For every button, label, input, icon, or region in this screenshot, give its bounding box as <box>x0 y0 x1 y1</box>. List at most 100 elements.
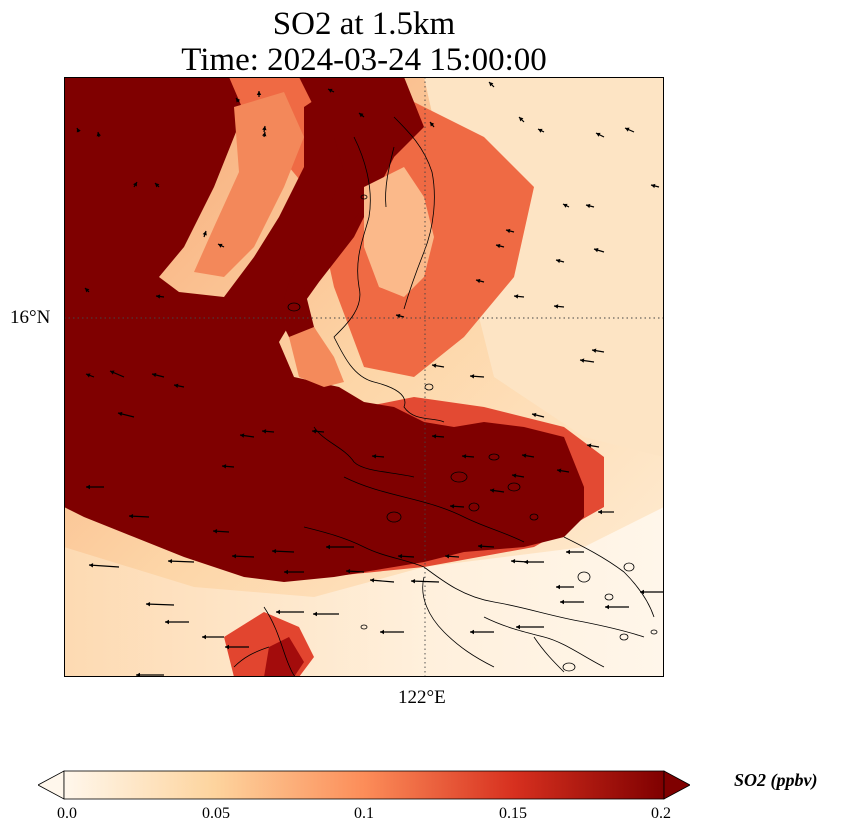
map-title-line2: Time: 2024-03-24 15:00:00 <box>181 42 547 78</box>
wind-arrow-head <box>594 248 599 253</box>
wind-arrow-head <box>489 82 494 87</box>
wind-arrow-head <box>326 544 330 550</box>
wind-arrow-head <box>478 544 483 549</box>
wind-arrow-head <box>174 383 179 388</box>
wind-arrow-head <box>218 243 223 248</box>
wind-arrow-head <box>596 132 601 137</box>
wind-arrow-head <box>462 454 467 459</box>
wind-arrow-head <box>225 644 229 650</box>
wind-arrow-head <box>566 549 570 555</box>
wind-arrow-head <box>85 288 90 293</box>
wind-arrow-head <box>411 578 416 584</box>
wind-arrow-head <box>470 374 475 379</box>
wind-arrow-head <box>554 304 559 309</box>
colorbar-tick-0: 0.0 <box>57 805 77 822</box>
so2-plume-upper-block <box>279 77 424 377</box>
wind-arrow-head <box>592 348 597 353</box>
map-title-line1: SO2 at 1.5km <box>272 6 456 42</box>
wind-arrow-head <box>490 488 495 493</box>
wind-arrow-head <box>522 453 527 458</box>
wind-arrow-head <box>519 117 524 122</box>
wind-arrow-head <box>262 429 267 434</box>
coastlines <box>233 116 658 677</box>
wind-arrow-head <box>155 183 160 188</box>
colorbar-tick-1: 0.05 <box>202 805 230 822</box>
wind-arrow-head <box>202 231 207 236</box>
wind-arrow-head <box>496 243 501 249</box>
wind-arrow-head <box>605 604 609 610</box>
wind-arrow-head <box>168 558 173 564</box>
wind-arrow-head <box>580 358 585 363</box>
wind-arrow-head <box>313 611 317 617</box>
wind-arrow-head <box>598 509 602 515</box>
wind-arrow-head <box>133 182 137 187</box>
wind-arrow-head <box>129 514 134 519</box>
wind-arrow-head <box>222 464 227 469</box>
wind-arrow-head <box>511 559 516 564</box>
wind-arrow-head <box>262 132 267 137</box>
wind-arrow-head <box>625 127 630 132</box>
so2-inner-band-right <box>364 167 434 297</box>
colorbar-tick-2: 0.1 <box>354 805 374 822</box>
so2-inner-band-lower <box>289 327 344 387</box>
wind-arrow-head <box>370 578 375 583</box>
wind-arrow <box>145 603 175 606</box>
wind-arrow-head <box>532 412 537 418</box>
wind-arrow-head <box>557 468 562 473</box>
wind-arrow-head <box>556 584 560 590</box>
wind-arrow-head <box>240 433 245 438</box>
wind-arrow-head <box>346 569 351 574</box>
wind-arrow-head <box>89 563 94 568</box>
wind-arrow <box>410 580 440 583</box>
wind-arrow-head <box>470 629 474 635</box>
so2-inner-band-left <box>194 92 304 277</box>
wind-arrow-head <box>432 363 437 368</box>
wind-arrow-head <box>256 91 262 95</box>
colorbar-gradient <box>63 770 665 800</box>
wind-arrow-head <box>432 434 437 439</box>
wind-vectors <box>76 81 664 677</box>
wind-arrow-head <box>556 258 561 264</box>
wind-arrow-head <box>587 443 592 448</box>
colorbar <box>38 770 690 800</box>
wind-arrow-head <box>445 554 450 559</box>
wind-arrow-head <box>506 228 511 234</box>
wind-arrow-head <box>284 569 288 575</box>
wind-arrow-head <box>430 122 435 127</box>
wind-arrow-head <box>538 128 543 133</box>
wind-arrow-head <box>165 619 169 625</box>
wind-arrow-head <box>372 454 377 459</box>
wind-arrow-head <box>476 278 481 284</box>
wind-arrow-head <box>328 88 333 93</box>
colorbar-extend-max <box>663 770 690 800</box>
wind-arrow-head <box>560 599 564 605</box>
wind-arrow-head <box>512 473 517 478</box>
wind-arrow-head <box>96 132 101 137</box>
wind-arrow-head <box>396 313 401 319</box>
wind-arrow-head <box>586 203 591 209</box>
map-frame <box>64 77 664 677</box>
wind-arrow-head <box>398 554 403 559</box>
so2-map-panel <box>64 77 664 677</box>
wind-arrow-head <box>86 373 91 378</box>
wind-arrow <box>369 579 395 583</box>
wind-arrow-head <box>213 529 218 534</box>
wind-arrow-head <box>146 601 151 607</box>
wind-arrow-head <box>156 294 161 299</box>
wind-arrow <box>167 560 195 563</box>
latitude-tick-label: 16°N <box>10 307 51 328</box>
wind-arrow-head <box>86 484 90 490</box>
wind-arrow-head <box>118 411 123 417</box>
wind-arrow-head <box>202 634 206 640</box>
colorbar-tick-4: 0.2 <box>651 805 671 822</box>
wind-arrow-head <box>651 183 656 189</box>
so2-south-hotspot-core <box>264 637 304 677</box>
so2-field-bottom-light <box>64 507 664 677</box>
longitude-tick-label: 122°E <box>398 687 446 708</box>
wind-arrow-head <box>359 113 364 118</box>
wind-arrow <box>88 564 120 568</box>
wind-arrow-head <box>516 624 520 630</box>
wind-arrow-head <box>136 672 140 677</box>
colorbar-extend-min <box>38 770 65 800</box>
wind-arrow-head <box>380 629 384 635</box>
